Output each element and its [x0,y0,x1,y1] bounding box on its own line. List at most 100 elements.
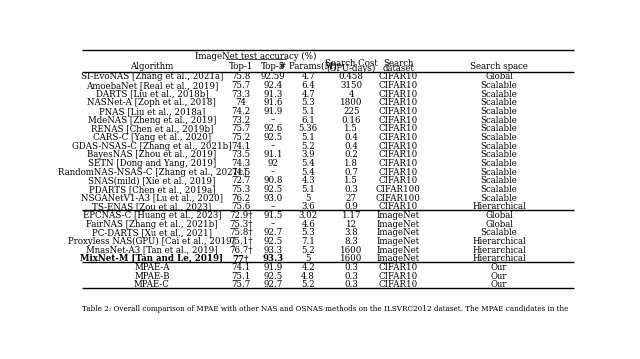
Text: CIFAR10: CIFAR10 [379,150,418,159]
Text: 1600: 1600 [340,246,362,255]
Text: 91.6: 91.6 [263,98,283,107]
Text: CIFAR100: CIFAR100 [376,185,421,194]
Text: # Params(M): # Params(M) [279,61,337,70]
Text: Hierarchical: Hierarchical [472,246,526,255]
Text: 0.3: 0.3 [344,263,358,272]
Text: Global: Global [485,220,513,229]
Text: 0.4: 0.4 [344,142,358,151]
Text: GDAS-NSAS-C [Zhang et al., 2021b]: GDAS-NSAS-C [Zhang et al., 2021b] [72,142,232,151]
Text: (GPU-days): (GPU-days) [326,64,376,73]
Text: 75.2: 75.2 [231,133,250,142]
Text: Hierarchical: Hierarchical [472,237,526,246]
Text: SI-EvoNAS [Zhang et al., 2021a]: SI-EvoNAS [Zhang et al., 2021a] [81,73,223,81]
Text: Our: Our [491,263,508,272]
Text: 74.3: 74.3 [231,159,250,168]
Text: CIFAR100: CIFAR100 [376,194,421,203]
Text: 0.2: 0.2 [344,150,358,159]
Text: 75.1†: 75.1† [229,237,253,246]
Text: Global: Global [485,73,513,81]
Text: NSGANetV1-A3 [Lu et al., 2020]: NSGANetV1-A3 [Lu et al., 2020] [81,194,223,203]
Text: 92.4: 92.4 [263,81,283,90]
Text: 0.3: 0.3 [344,272,358,281]
Text: 75.3: 75.3 [231,185,250,194]
Text: CIFAR10: CIFAR10 [379,159,418,168]
Text: Search space: Search space [470,61,528,70]
Text: 3.6: 3.6 [301,202,315,211]
Text: 92: 92 [268,159,278,168]
Text: 74: 74 [236,98,246,107]
Text: Search: Search [383,59,413,68]
Text: CIFAR10: CIFAR10 [379,176,418,185]
Text: 91.1: 91.1 [263,150,283,159]
Text: Scalable: Scalable [481,98,518,107]
Text: DARTS [Liu et al., 2018b]: DARTS [Liu et al., 2018b] [95,90,208,99]
Text: CARS-C [Yang et al., 2020]: CARS-C [Yang et al., 2020] [93,133,211,142]
Text: 0.7: 0.7 [344,168,358,177]
Text: Scalable: Scalable [481,142,518,151]
Text: 73.3: 73.3 [231,90,250,99]
Text: CIFAR10: CIFAR10 [379,280,418,289]
Text: CIFAR10: CIFAR10 [379,98,418,107]
Text: 73.5: 73.5 [231,150,250,159]
Text: 4.2: 4.2 [301,263,315,272]
Text: 0.4: 0.4 [344,133,358,142]
Text: Scalable: Scalable [481,107,518,116]
Text: 72.9†: 72.9† [229,211,253,220]
Text: CIFAR10: CIFAR10 [379,142,418,151]
Text: CIFAR10: CIFAR10 [379,107,418,116]
Text: FairNAS [Zhang et al., 2021b]: FairNAS [Zhang et al., 2021b] [86,220,218,229]
Text: CIFAR10: CIFAR10 [379,81,418,90]
Text: 91.9: 91.9 [263,263,283,272]
Text: Hierarchical: Hierarchical [472,202,526,211]
Text: 3.8: 3.8 [344,228,358,237]
Text: CIFAR10: CIFAR10 [379,73,418,81]
Text: CIFAR10: CIFAR10 [379,168,418,177]
Text: RandomNAS-NSAS-C [Zhang et al., 2021c]: RandomNAS-NSAS-C [Zhang et al., 2021c] [58,168,246,177]
Text: 5.36: 5.36 [299,124,317,133]
Text: Search Cost: Search Cost [325,59,378,68]
Text: Scalable: Scalable [481,228,518,237]
Text: Top-5: Top-5 [261,61,285,70]
Text: 3150: 3150 [340,81,362,90]
Text: 74.2: 74.2 [231,107,250,116]
Text: 1.5: 1.5 [344,176,358,185]
Text: –: – [271,116,275,125]
Text: Scalable: Scalable [481,81,518,90]
Text: 91.9: 91.9 [263,107,283,116]
Text: MdeNAS [Zheng et al., 2019]: MdeNAS [Zheng et al., 2019] [88,116,216,125]
Text: Algorithm: Algorithm [131,61,173,70]
Text: 8.3: 8.3 [344,237,358,246]
Text: 6.4: 6.4 [301,81,315,90]
Text: 5.3: 5.3 [301,228,315,237]
Text: 92.5: 92.5 [263,185,283,194]
Text: 5.3: 5.3 [301,98,315,107]
Text: 77†: 77† [232,254,249,263]
Text: 5: 5 [305,254,311,263]
Text: ImageNet: ImageNet [377,211,420,220]
Text: 1600: 1600 [340,254,362,263]
Text: 5.2: 5.2 [301,280,315,289]
Text: 92.7: 92.7 [263,228,283,237]
Text: PDARTS [Chen et al., 2019a]: PDARTS [Chen et al., 2019a] [89,185,215,194]
Text: 92.7: 92.7 [263,280,283,289]
Text: Our: Our [491,272,508,281]
Text: 1.17: 1.17 [342,211,361,220]
Text: BayesNAS [Zhou et al., 2019]: BayesNAS [Zhou et al., 2019] [87,150,216,159]
Text: –: – [271,220,275,229]
Text: 93.0: 93.0 [263,194,283,203]
Text: Scalable: Scalable [481,176,518,185]
Text: 0.458: 0.458 [339,73,364,81]
Text: 91.5: 91.5 [263,211,283,220]
Text: 225: 225 [343,107,360,116]
Text: 93.3: 93.3 [264,246,282,255]
Text: 91.3: 91.3 [263,90,283,99]
Text: 7.1: 7.1 [301,237,315,246]
Text: ImageNet: ImageNet [377,228,420,237]
Text: 5.2: 5.2 [301,142,315,151]
Text: –: – [271,142,275,151]
Text: CIFAR10: CIFAR10 [379,124,418,133]
Text: 75.7: 75.7 [231,81,250,90]
Text: 72.7: 72.7 [231,176,250,185]
Text: 5.2: 5.2 [301,246,315,255]
Text: Scalable: Scalable [481,116,518,125]
